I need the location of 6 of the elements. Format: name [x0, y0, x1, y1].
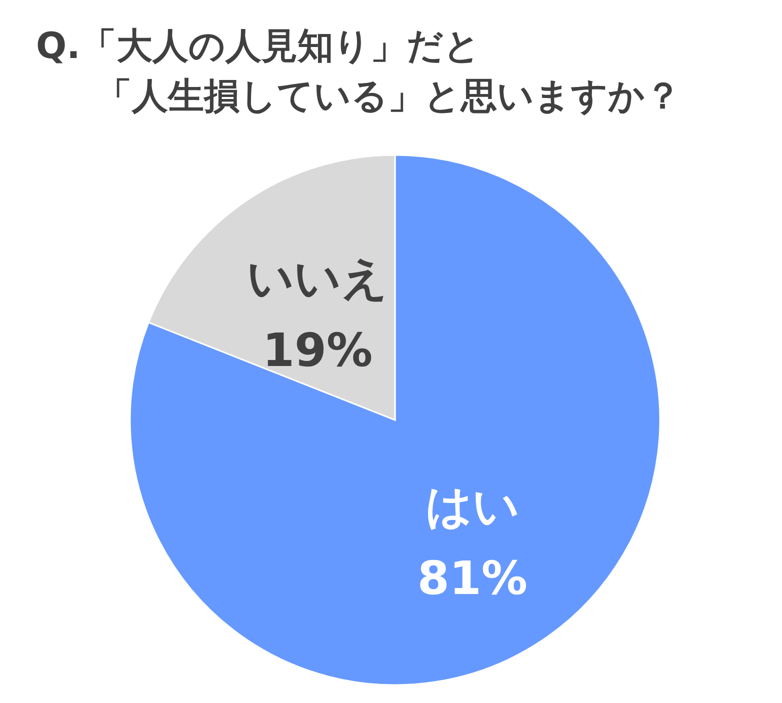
value-label: 19% [262, 323, 373, 378]
category-label: はい [425, 478, 520, 533]
subtitle: 「人生損している」と思いますか？ [96, 76, 681, 117]
title: Q.「大人の人見知り」だと [36, 26, 480, 67]
category-label: いいえ [247, 251, 388, 306]
value-label: 81% [417, 550, 528, 605]
